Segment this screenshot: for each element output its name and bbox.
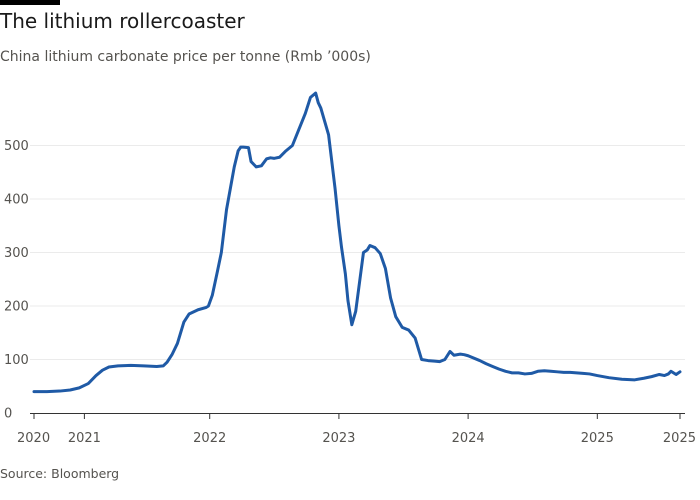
y-tick-label: 300 (4, 246, 29, 261)
y-tick-label: 200 (4, 300, 29, 315)
x-axis: 2020 2021 2022 2023 2024 2025 2025 (17, 413, 696, 446)
y-tick-label: 100 (4, 353, 29, 368)
y-tick-label: 400 (4, 193, 29, 208)
chart-title: The lithium rollercoaster (0, 9, 245, 33)
series-line-0 (32, 91, 682, 394)
x-tick-label: 2020 (17, 431, 50, 446)
x-tick-label: 2023 (322, 431, 355, 446)
x-tick-label: 2025 (663, 431, 696, 446)
x-tick-label: 2025 (581, 431, 614, 446)
chart-subtitle: China lithium carbonate price per tonne … (0, 49, 371, 65)
brand-bar (0, 0, 60, 5)
x-tick-label: 2021 (68, 431, 101, 446)
y-tick-label: 500 (4, 139, 29, 154)
y-tick-label: 0 (4, 407, 12, 422)
gridlines (30, 145, 685, 360)
y-axis-labels: 0 100 200 300 400 500 (4, 139, 29, 422)
source-note: Source: Bloomberg (0, 466, 120, 481)
x-tick-label: 2022 (193, 431, 226, 446)
x-tick-label: 2024 (452, 431, 485, 446)
series-layer (32, 91, 682, 394)
